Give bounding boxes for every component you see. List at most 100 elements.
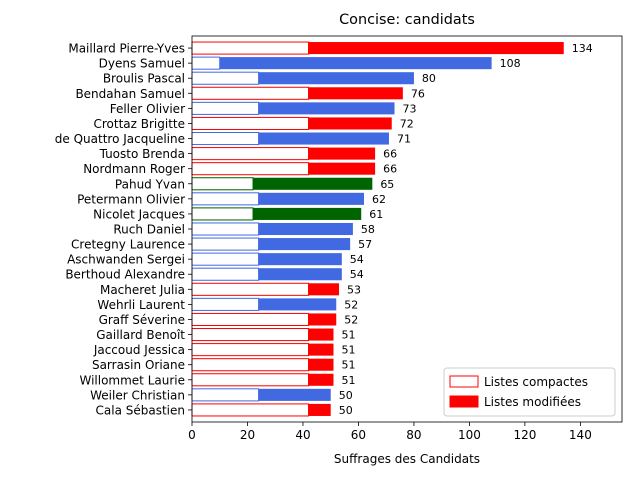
- bar-modified: [308, 42, 564, 55]
- y-tick-label: Willommet Laurie: [79, 373, 185, 387]
- y-tick-label: Pahud Yvan: [115, 177, 185, 191]
- bar-modified: [308, 162, 376, 175]
- bar-compact: [191, 71, 260, 85]
- bar-total-label: 51: [341, 344, 355, 357]
- bar-modified: [308, 343, 334, 356]
- bar-compact: [191, 312, 310, 326]
- bar-compact: [191, 388, 260, 402]
- y-tick-label: Jaccoud Jessica: [93, 343, 185, 357]
- bar-compact: [191, 41, 310, 55]
- bar-modified: [308, 283, 340, 296]
- x-tick-label: 100: [458, 428, 481, 442]
- y-tick-label: Macheret Julia: [100, 283, 185, 297]
- bar-compact: [191, 358, 310, 372]
- y-tick-label: Petermann Olivier: [77, 192, 185, 206]
- legend-swatch: [449, 395, 479, 408]
- y-tick-label: Aschwanden Sergei: [67, 253, 185, 267]
- y-tick-label: Wehrli Laurent: [97, 298, 185, 312]
- bar-modified: [253, 177, 373, 190]
- bar-modified: [308, 313, 337, 326]
- bar-compact: [191, 297, 260, 311]
- bar-compact: [191, 343, 310, 357]
- y-tick-label: Graff Séverine: [99, 313, 185, 327]
- y-tick-label: Maillard Pierre-Yves: [68, 42, 185, 56]
- bar-compact: [191, 192, 260, 206]
- bar-modified: [258, 253, 342, 266]
- bar-compact: [191, 222, 260, 236]
- bar-modified: [258, 192, 364, 205]
- bar-total-label: 51: [341, 374, 355, 387]
- legend: Listes compactes Listes modifiées: [443, 367, 616, 417]
- bar-compact: [191, 177, 254, 191]
- bar-modified: [258, 238, 351, 251]
- y-tick-label: Nordmann Roger: [83, 162, 185, 176]
- bar-total-label: 80: [422, 72, 436, 85]
- bars-layer: 1341088076737271666665626158575454535252…: [191, 41, 593, 417]
- bar-total-label: 108: [500, 57, 521, 70]
- bar-total-label: 50: [339, 404, 353, 417]
- y-tick-label: Nicolet Jacques: [93, 207, 185, 221]
- bar-total-label: 52: [344, 298, 358, 311]
- bar-modified: [219, 57, 492, 70]
- bar-modified: [258, 388, 331, 401]
- bar-total-label: 65: [380, 178, 394, 191]
- bar-modified: [258, 102, 395, 115]
- bar-modified: [308, 328, 334, 341]
- bar-compact: [191, 116, 310, 130]
- chart-title: Concise: candidats: [339, 12, 475, 28]
- y-tick-label: Cretegny Laurence: [71, 238, 185, 252]
- x-tick-label: 0: [188, 428, 196, 442]
- bar-modified: [308, 403, 331, 416]
- bar-modified: [258, 298, 337, 311]
- legend-box: [443, 367, 616, 417]
- bar-total-label: 52: [344, 313, 358, 326]
- y-tick-label: Sarrasin Oriane: [92, 358, 185, 372]
- x-tick-label: 40: [295, 428, 310, 442]
- bar-compact: [191, 56, 221, 70]
- bar-modified: [258, 222, 353, 236]
- bar-total-label: 58: [361, 223, 375, 236]
- y-tick-label: de Quattro Jacqueline: [55, 132, 185, 146]
- bar-total-label: 57: [358, 238, 372, 251]
- x-axis-label: Suffrages des Candidats: [334, 452, 480, 466]
- bar-total-label: 54: [350, 253, 364, 266]
- legend-swatch: [449, 375, 479, 388]
- y-tick-label: Crottaz Brigitte: [93, 117, 185, 131]
- bar-compact: [191, 282, 310, 296]
- bar-total-label: 66: [383, 163, 397, 176]
- bar-compact: [191, 237, 260, 251]
- bar-total-label: 61: [369, 208, 383, 221]
- bar-compact: [191, 207, 254, 221]
- y-tick-label: Broulis Pascal: [103, 72, 185, 86]
- y-tick-label: Tuosto Brenda: [99, 147, 185, 161]
- bar-modified: [253, 207, 362, 220]
- bar-compact: [191, 101, 260, 115]
- bar-modified: [258, 268, 342, 281]
- bar-compact: [191, 252, 260, 266]
- bar-compact: [191, 328, 310, 342]
- bar-total-label: 51: [341, 359, 355, 372]
- bar-modified: [308, 373, 334, 386]
- bar-total-label: 66: [383, 148, 397, 161]
- legend-label: Listes modifiées: [484, 395, 581, 409]
- y-tick-label: Berthoud Alexandre: [65, 268, 185, 282]
- bar-total-label: 71: [397, 133, 411, 146]
- bar-total-label: 54: [350, 268, 364, 281]
- bar-modified: [308, 358, 334, 371]
- bar-compact: [191, 373, 310, 387]
- bar-total-label: 76: [411, 87, 425, 100]
- bar-compact: [191, 132, 260, 146]
- y-tick-label: Cala Sébastien: [96, 403, 185, 417]
- bar-compact: [191, 403, 310, 417]
- y-tick-label: Weiler Christian: [90, 388, 185, 402]
- bar-total-label: 53: [347, 283, 361, 296]
- y-tick-label: Ruch Daniel: [113, 223, 185, 237]
- plot-frame: [191, 35, 623, 423]
- bar-compact: [191, 162, 310, 176]
- bar-total-label: 50: [339, 389, 353, 402]
- bar-total-label: 62: [372, 193, 386, 206]
- y-tick-label: Bendahan Samuel: [75, 87, 185, 101]
- bar-total-label: 134: [572, 42, 593, 55]
